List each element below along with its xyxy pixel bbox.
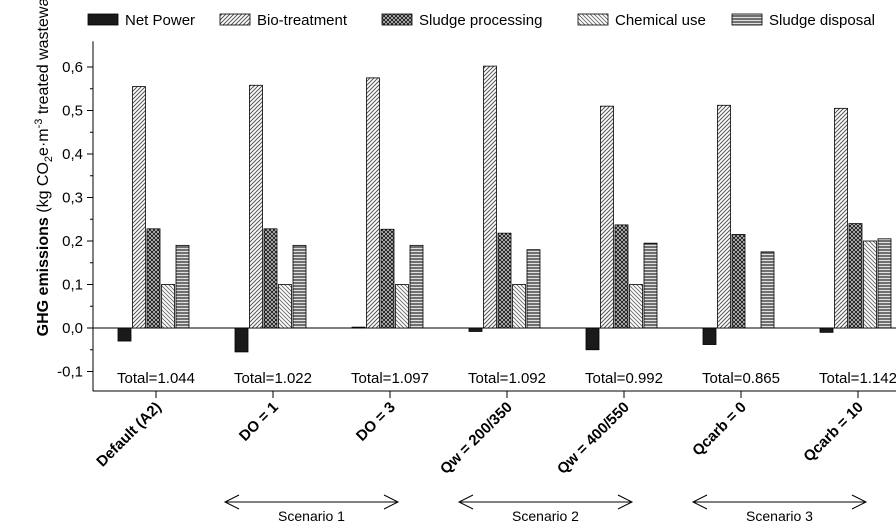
scenario-arrow-right <box>383 494 400 510</box>
total-label: Total=1.142 <box>819 370 896 387</box>
bar <box>717 104 731 329</box>
bar <box>819 327 834 333</box>
x-tick-label: DO = 1 <box>236 399 282 445</box>
scenario-label: Scenario 1 <box>278 508 345 524</box>
scenario-label: Scenario 3 <box>746 508 813 524</box>
bar <box>848 223 863 329</box>
x-tick-label: Qw = 200/350 <box>437 399 516 478</box>
bar <box>760 251 775 329</box>
bar <box>161 284 175 329</box>
total-label: Total=1.097 <box>351 370 429 387</box>
bar <box>366 77 380 329</box>
legend: Net Power Bio-treatment Sludge processing C… <box>87 12 875 29</box>
y-tick-label: 0,1 <box>62 277 83 294</box>
scenario-label: Scenario 2 <box>512 508 579 524</box>
total-label: Total=1.044 <box>117 370 195 387</box>
scenario-brackets: Scenario 1 Scenario 2 Scenario 3 <box>223 494 868 524</box>
x-tick-label: Qcarb = 10 <box>800 399 867 466</box>
bar <box>863 240 877 329</box>
legend-swatch <box>381 13 413 26</box>
bar <box>278 284 292 329</box>
bar <box>483 65 497 329</box>
y-axis-label: GHG emissions (kg CO2e·m-3 treated waste… <box>33 0 55 336</box>
bar <box>351 326 366 329</box>
bar <box>834 107 848 329</box>
y-tick-label: 0,2 <box>62 233 83 250</box>
legend-label: Chemical use <box>615 12 706 29</box>
total-label: Total=1.022 <box>234 370 312 387</box>
bar <box>629 284 643 329</box>
y-tick-label: 0,4 <box>62 146 83 163</box>
bar <box>702 327 717 345</box>
bar <box>234 327 249 353</box>
bar <box>468 327 483 332</box>
bar <box>731 234 746 329</box>
bar <box>380 228 395 329</box>
y-axis: -0,1 0,0 0,1 0,2 0,3 0,4 0,5 0,6 <box>57 41 896 392</box>
legend-label: Bio-treatment <box>257 12 348 29</box>
bar <box>497 232 512 329</box>
y-tick-label: 0,0 <box>62 320 83 337</box>
scenario-arrow-left <box>457 494 474 510</box>
total-label: Total=0.865 <box>702 370 780 387</box>
legend-swatch <box>87 13 119 26</box>
scenario-arrow-right <box>617 494 634 510</box>
bar <box>512 284 526 329</box>
bar <box>263 228 278 329</box>
bar <box>117 327 132 342</box>
bar <box>175 244 190 329</box>
bar <box>600 105 614 329</box>
legend-label: Net Power <box>125 12 195 29</box>
y-tick-label: 0,6 <box>62 59 83 76</box>
legend-label: Sludge disposal <box>769 12 875 29</box>
total-label: Total=1.092 <box>468 370 546 387</box>
bar <box>643 242 658 329</box>
bar <box>132 86 146 329</box>
x-axis: Default (A2) DO = 1 DO = 3 Qw = 200/350 Qw =… <box>93 390 896 478</box>
scenario-arrow-right <box>851 494 868 510</box>
totals: Total=1.044 Total=1.022 Total=1.097 Total=1… <box>117 370 896 387</box>
legend-swatch <box>219 13 251 26</box>
bar <box>146 228 161 329</box>
bar <box>877 238 892 329</box>
bar <box>395 284 409 329</box>
bar <box>526 249 541 329</box>
bar <box>249 84 263 329</box>
legend-swatch <box>577 13 609 26</box>
y-tick-label: 0,3 <box>62 190 83 207</box>
x-tick-label: Default (A2) <box>93 399 165 471</box>
scenario-arrow-left <box>223 494 240 510</box>
total-label: Total=0.992 <box>585 370 663 387</box>
legend-label: Sludge processing <box>419 12 542 29</box>
scenario-arrow-left <box>691 494 708 510</box>
x-tick-label: Qw = 400/550 <box>554 399 633 478</box>
bar <box>292 244 307 329</box>
x-tick-label: DO = 3 <box>353 399 399 445</box>
y-tick-label: 0,5 <box>62 103 83 120</box>
bar <box>409 244 424 329</box>
bar <box>614 224 629 329</box>
bars <box>117 65 892 353</box>
legend-swatch <box>731 13 763 26</box>
bar <box>585 327 600 351</box>
y-tick-label: -0,1 <box>57 364 83 381</box>
x-tick-label: Qcarb = 0 <box>689 399 750 460</box>
